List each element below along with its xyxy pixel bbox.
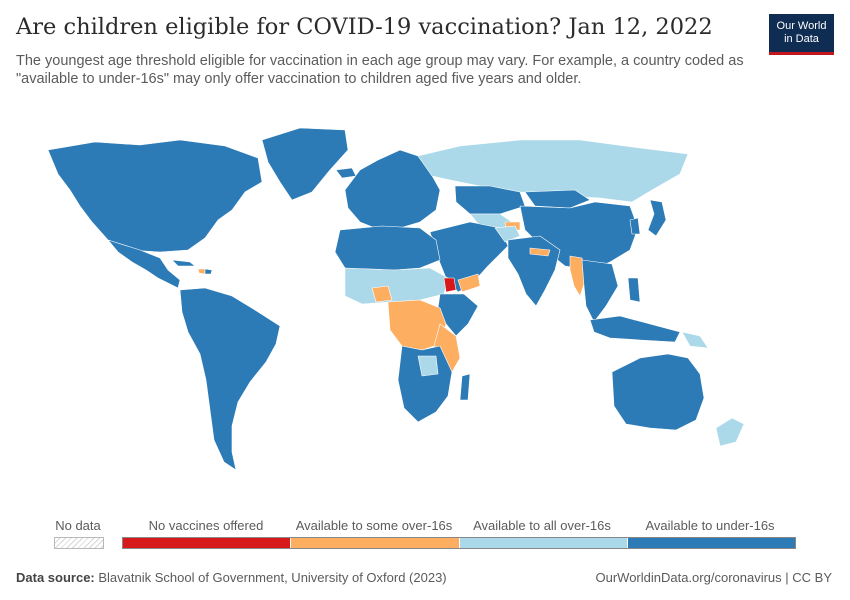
region-yemen bbox=[457, 273, 481, 293]
chart-subtitle: The youngest age threshold eligible for … bbox=[16, 53, 744, 87]
region-haiti bbox=[197, 268, 206, 275]
legend-label-all-over-16s: Available to all over-16s bbox=[473, 518, 611, 533]
region-mexico-central-america bbox=[107, 239, 181, 289]
owid-logo[interactable]: Our World in Data bbox=[769, 14, 834, 55]
legend-label-some-over-16s: Available to some over-16s bbox=[295, 518, 453, 533]
region-north-america bbox=[47, 139, 263, 253]
url-license-link[interactable]: OurWorldinData.org/coronavirus | CC BY bbox=[595, 570, 832, 585]
region-kazakhstan bbox=[454, 185, 526, 215]
data-source: Data source: Blavatnik School of Governm… bbox=[16, 570, 447, 585]
legend-label-under-16s: Available to under-16s bbox=[645, 518, 775, 533]
region-greenland bbox=[261, 127, 349, 201]
region-sahel bbox=[344, 267, 449, 305]
region-southeast-asia bbox=[581, 259, 619, 323]
region-iceland bbox=[335, 167, 357, 179]
logo-line-2: in Data bbox=[784, 33, 819, 45]
region-cuba bbox=[171, 259, 196, 267]
region-australia bbox=[611, 353, 705, 431]
legend-swatch-no-vaccines[interactable] bbox=[123, 538, 292, 548]
region-madagascar bbox=[459, 373, 471, 401]
region-afghanistan bbox=[494, 225, 521, 243]
region-europe bbox=[344, 149, 441, 231]
region-mali bbox=[371, 285, 393, 303]
region-new-zealand bbox=[715, 417, 745, 447]
region-middle-east bbox=[429, 221, 509, 293]
region-papua-new-guinea bbox=[681, 331, 709, 349]
region-myanmar bbox=[569, 255, 587, 297]
region-dominican-republic bbox=[204, 268, 213, 275]
legend-no-data-label: No data bbox=[55, 518, 101, 533]
region-zambia-malawi bbox=[417, 355, 439, 377]
legend-color-scale bbox=[122, 537, 796, 549]
logo-line-1: Our World bbox=[776, 20, 827, 32]
region-mongolia bbox=[524, 189, 591, 209]
legend-swatch-some-over-16s[interactable] bbox=[291, 538, 460, 548]
region-philippines bbox=[627, 277, 641, 303]
region-eritrea bbox=[443, 277, 457, 293]
region-south-america bbox=[179, 287, 281, 471]
data-source-text: Blavatnik School of Government, Universi… bbox=[98, 570, 447, 585]
world-map[interactable] bbox=[0, 110, 850, 510]
legend-swatch-under-16s[interactable] bbox=[627, 538, 795, 548]
region-japan bbox=[647, 199, 667, 237]
legend-no-data-swatch[interactable] bbox=[54, 537, 104, 549]
region-southern-africa bbox=[397, 345, 453, 423]
legend-swatch-all-over-16s[interactable] bbox=[459, 538, 628, 548]
region-india bbox=[507, 235, 561, 307]
region-indonesia bbox=[589, 315, 681, 343]
region-nepal bbox=[529, 247, 551, 257]
data-source-label: Data source: bbox=[16, 570, 95, 585]
legend-label-no-vaccines: No vaccines offered bbox=[148, 518, 264, 533]
region-north-africa bbox=[334, 225, 441, 273]
chart-title: Are children eligible for COVID-19 vacci… bbox=[16, 14, 713, 40]
region-korea bbox=[629, 217, 641, 235]
